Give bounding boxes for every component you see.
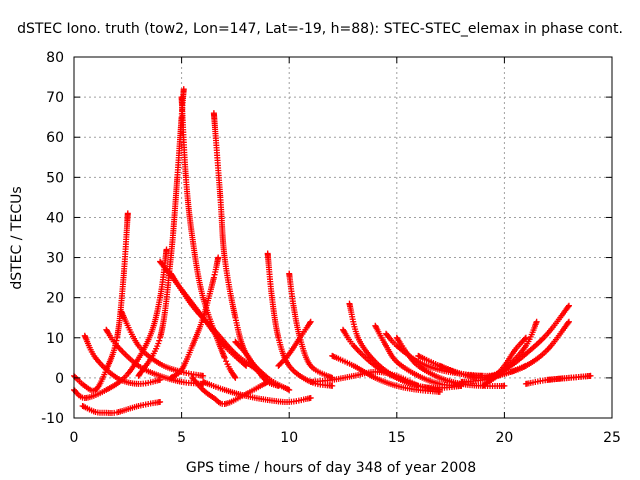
y-tick-label: 80 — [46, 50, 64, 66]
x-tick-labels: 0 5 10 15 20 25 — [70, 430, 621, 446]
x-axis-label: GPS time / hours of day 348 of year 2008 — [186, 460, 476, 476]
x-tick-label: 0 — [70, 430, 79, 446]
x-tick-label: 20 — [495, 430, 513, 446]
x-tick-label: 5 — [177, 430, 186, 446]
x-tick-label: 25 — [603, 430, 621, 446]
y-tick-label: 50 — [46, 170, 64, 186]
data-point — [221, 354, 228, 361]
data-point — [565, 318, 572, 325]
y-tick-label: 20 — [46, 291, 64, 307]
data-point — [522, 334, 529, 341]
data-point — [180, 86, 187, 93]
series-arc13 — [189, 374, 271, 407]
series-arc1 — [71, 210, 131, 394]
series-arc18 — [275, 318, 314, 369]
data-point — [263, 377, 270, 384]
data-point — [157, 398, 164, 405]
y-tick-label: 60 — [46, 130, 64, 146]
data-point — [232, 374, 239, 381]
plot-frame — [73, 56, 613, 419]
y-tick-label: 70 — [46, 90, 64, 106]
series-arc30 — [490, 334, 529, 381]
series-arc7 — [135, 86, 187, 379]
series-arc11 — [167, 254, 222, 381]
data-point — [154, 343, 161, 350]
series-arc23 — [340, 326, 465, 391]
x-tick-label: 15 — [388, 430, 406, 446]
series-arc32 — [544, 372, 594, 383]
x-tick-label: 10 — [280, 430, 298, 446]
data-point — [223, 358, 230, 365]
series-arc17 — [232, 338, 282, 389]
series-arc20 — [329, 352, 443, 395]
y-tick-label: 40 — [46, 210, 64, 226]
data-point — [565, 319, 572, 326]
series-arc2 — [79, 398, 164, 417]
data-point — [307, 394, 314, 401]
y-tick-label: 30 — [46, 251, 64, 267]
series-arc8 — [178, 94, 239, 381]
y-tick-label: -10 — [41, 411, 64, 427]
y-tick-label: 10 — [46, 331, 64, 347]
data-point — [306, 319, 313, 326]
data-point — [329, 382, 336, 389]
chart-title: dSTEC Iono. truth (tow2, Lon=147, Lat=-1… — [17, 21, 623, 37]
data-point — [275, 382, 282, 389]
data-point — [163, 246, 170, 253]
data-point — [587, 372, 594, 379]
data-point — [522, 335, 529, 342]
data-point — [210, 274, 217, 281]
data-point — [124, 210, 131, 217]
series-arc28 — [458, 318, 572, 385]
axis-ticks — [73, 56, 613, 419]
y-axis-label: dSTEC / TECUs — [9, 186, 25, 289]
data-point — [200, 372, 207, 379]
data-point — [307, 318, 314, 325]
y-tick-label: 0 — [55, 371, 64, 387]
data-point — [565, 303, 572, 310]
series-arc14 — [200, 378, 314, 406]
data-point — [156, 337, 163, 344]
series-arc6 — [118, 308, 207, 379]
series-arc15 — [264, 250, 336, 389]
y-tick-labels: -10 0 10 20 30 40 50 60 70 80 — [41, 50, 64, 427]
data-point — [215, 254, 222, 261]
data-points — [71, 86, 594, 417]
data-point — [533, 318, 540, 325]
data-point — [501, 382, 508, 389]
data-point — [565, 302, 572, 309]
data-point — [155, 340, 162, 347]
data-point — [286, 386, 293, 393]
